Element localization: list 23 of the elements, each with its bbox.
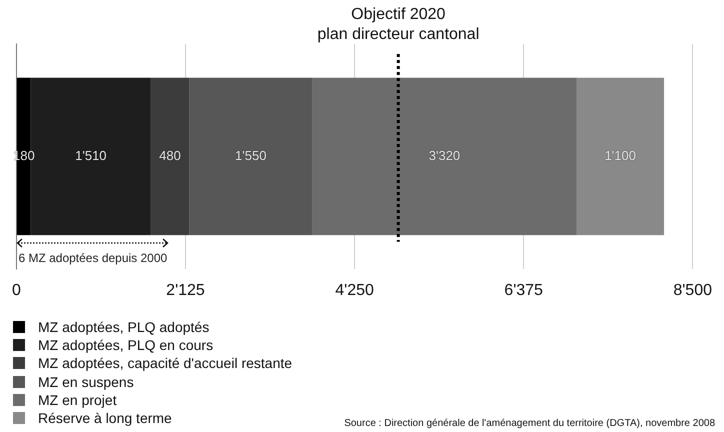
legend-label: MZ adoptées, PLQ en cours: [38, 337, 214, 354]
x-tick-label: 2'125: [166, 282, 205, 299]
bar: [150, 78, 190, 236]
x-tick-label: 6'375: [504, 282, 544, 299]
data-label: 3'320: [428, 148, 460, 163]
source-note: Source : Direction générale de l'aménagement du territoire (DGTA), novembre 2008: [344, 418, 715, 429]
bar: [576, 78, 664, 236]
text: 6 MZ adoptées depuis 2000: [18, 251, 168, 266]
legend-label: MZ adoptées, PLQ adoptés: [38, 319, 210, 336]
data-label: 1'100: [604, 148, 636, 163]
data-label: 480: [159, 148, 181, 163]
x-tick-label: 0: [12, 282, 21, 299]
legend-label: MZ adoptées, capacité d'accueil restante: [38, 355, 292, 372]
data-label: 1'550: [235, 148, 266, 163]
bar: [189, 78, 312, 236]
bar: [312, 78, 577, 236]
data-label: 1'510: [75, 148, 107, 163]
ref-line-label: Objectif 2020 plan directeur cantonal: [317, 6, 480, 43]
legend-label: MZ en suspens: [38, 374, 134, 390]
legend-label: MZ en projet: [38, 392, 117, 408]
x-tick-label: 4'250: [335, 282, 374, 299]
legend-label: Réserve à long terme: [38, 410, 172, 426]
x-tick-label: 8'500: [673, 282, 712, 299]
